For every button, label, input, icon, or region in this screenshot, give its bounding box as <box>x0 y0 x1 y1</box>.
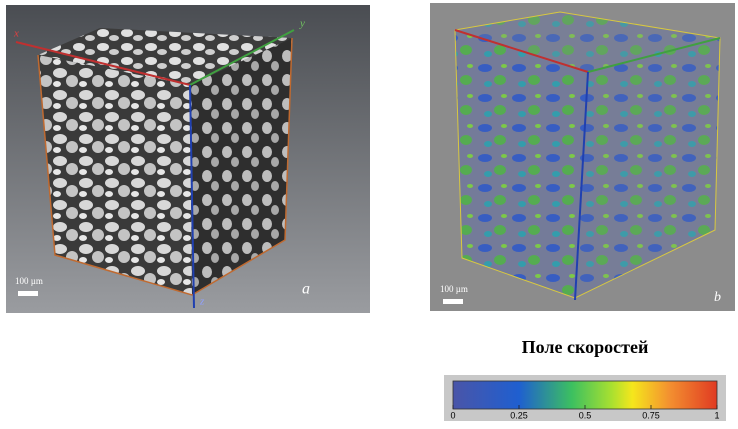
flow-left-face <box>455 30 588 298</box>
axis-label: y <box>299 18 305 30</box>
panel-letter: b <box>714 290 721 305</box>
tick-label: 0 <box>450 410 455 420</box>
tick-label: 1 <box>714 410 719 420</box>
tick-label: 0.25 <box>510 410 528 420</box>
axis-label: z <box>199 296 205 308</box>
axis-label: x <box>13 28 19 40</box>
scale-bar-label: 100 µm <box>440 284 468 294</box>
scale-bar <box>18 291 38 296</box>
tick-label: 0.5 <box>579 410 592 420</box>
scale-bar <box>443 299 463 304</box>
figure: x y z 100 µm a 100 µm b Поле скоростей 0… <box>0 0 738 429</box>
tick-label: 0.75 <box>642 410 660 420</box>
page: x y z 100 µm a 100 µm b Поле скоростей 0… <box>0 0 738 429</box>
colorbar <box>453 381 717 409</box>
colorbar-title: Поле скоростей <box>522 337 649 357</box>
panel-letter: a <box>302 281 310 298</box>
scale-bar-label: 100 µm <box>15 276 43 286</box>
